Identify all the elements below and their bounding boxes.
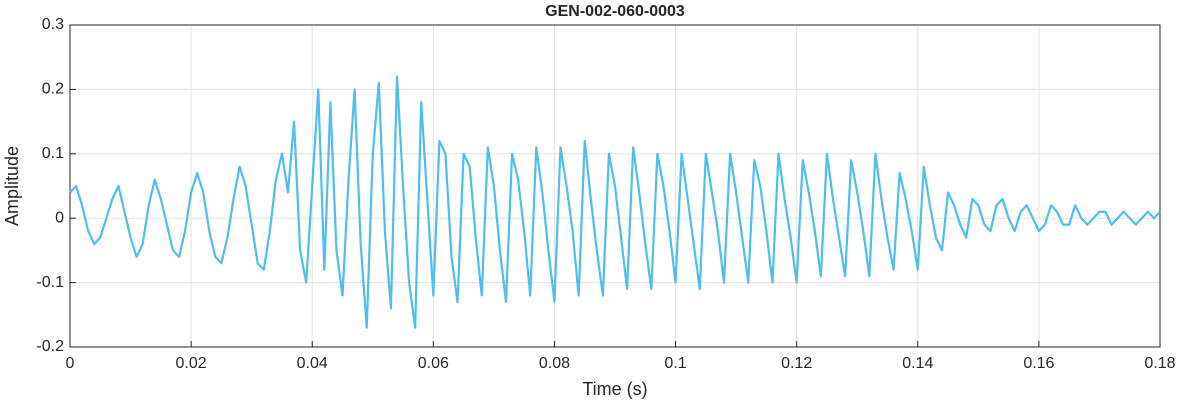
y-tick-label: -0.1 bbox=[36, 274, 64, 291]
x-tick-label: 0 bbox=[66, 355, 75, 372]
y-axis-label: Amplitude bbox=[2, 146, 22, 226]
x-tick-label: 0.08 bbox=[539, 355, 570, 372]
x-tick-label: 0.18 bbox=[1144, 355, 1175, 372]
x-tick-label: 0.12 bbox=[781, 355, 812, 372]
chart-title: GEN-002-060-0003 bbox=[545, 3, 685, 20]
x-tick-label: 0.02 bbox=[176, 355, 207, 372]
x-axis-label: Time (s) bbox=[582, 379, 647, 399]
plot-frame bbox=[69, 24, 1161, 348]
x-tick-label: 0.14 bbox=[902, 355, 933, 372]
y-tick-label: 0.3 bbox=[42, 16, 64, 33]
x-tick-label: 0.06 bbox=[418, 355, 449, 372]
y-tick-label: 0.1 bbox=[42, 145, 64, 162]
waveform-line bbox=[69, 75, 1161, 329]
y-tick-label: 0.2 bbox=[42, 81, 64, 98]
x-tick-label: 0.04 bbox=[297, 355, 328, 372]
x-tick-label: 0.16 bbox=[1023, 355, 1054, 372]
x-tick-label: 0.1 bbox=[664, 355, 686, 372]
y-tick-label: -0.2 bbox=[36, 338, 64, 355]
y-tick-label: 0 bbox=[55, 209, 64, 226]
